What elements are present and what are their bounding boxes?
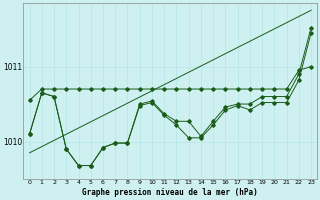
X-axis label: Graphe pression niveau de la mer (hPa): Graphe pression niveau de la mer (hPa) <box>83 188 258 197</box>
